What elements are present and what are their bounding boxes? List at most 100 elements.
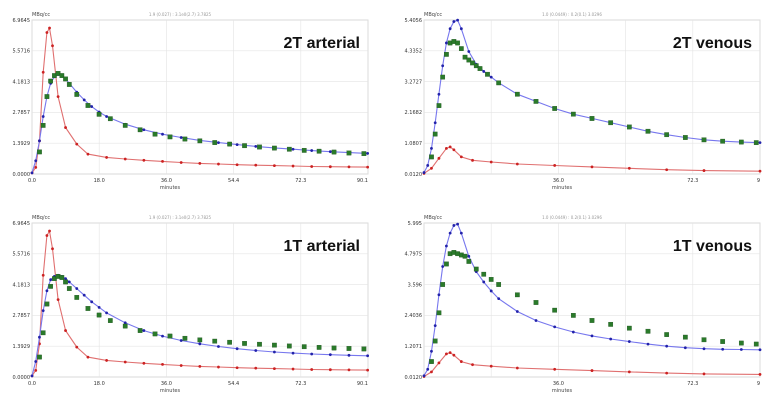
data-point — [366, 368, 370, 372]
data-point — [590, 165, 594, 169]
data-point — [514, 292, 520, 298]
data-point — [627, 370, 631, 374]
data-point — [96, 111, 102, 117]
data-point — [459, 360, 463, 363]
data-point — [482, 280, 486, 284]
data-point — [74, 92, 80, 97]
y-tick-label: 1.3929 — [13, 344, 31, 350]
data-point — [467, 254, 471, 258]
data-point — [161, 334, 164, 338]
data-point — [48, 283, 53, 289]
data-point — [242, 143, 247, 149]
data-point — [482, 70, 486, 73]
y-axis-label: MBq/cc — [424, 12, 442, 18]
data-point — [430, 166, 433, 170]
series-2 — [37, 274, 367, 360]
data-point — [608, 321, 614, 327]
data-point — [462, 253, 468, 259]
data-point — [161, 159, 164, 163]
data-point — [310, 149, 314, 152]
data-point — [664, 332, 670, 337]
data-point — [489, 75, 493, 79]
data-point — [38, 139, 41, 143]
data-point — [570, 111, 576, 117]
plot-header: 1.0 (0.0449) : 0.2(0.1) 3.0296 — [542, 215, 602, 220]
data-point — [440, 282, 446, 287]
data-point — [85, 103, 91, 108]
x-tick-label: 0.0 — [28, 381, 36, 387]
data-point — [738, 340, 744, 346]
data-point — [182, 335, 188, 341]
data-point — [56, 298, 60, 302]
data-point — [448, 231, 452, 235]
data-point — [142, 128, 146, 132]
data-point — [514, 91, 520, 97]
data-point — [682, 334, 688, 340]
x-tick-label: 90.1 — [357, 381, 368, 387]
data-point — [462, 54, 468, 60]
data-point — [445, 41, 448, 45]
data-point — [75, 345, 79, 349]
x-tick-label: 90.1 — [357, 178, 368, 184]
y-tick-label: 2.7857 — [13, 313, 31, 319]
data-point — [459, 231, 463, 235]
data-point — [609, 337, 613, 341]
data-point — [316, 148, 322, 154]
data-point — [316, 345, 322, 350]
data-point — [361, 346, 367, 352]
data-point — [161, 362, 164, 366]
data-point — [533, 99, 539, 104]
data-point — [347, 368, 351, 372]
y-tick-label: 4.3352 — [405, 49, 423, 55]
x-tick-label: 9 — [757, 381, 760, 387]
data-point — [331, 149, 337, 155]
data-point — [217, 141, 220, 145]
data-point — [123, 321, 127, 325]
data-point — [242, 341, 247, 346]
data-point — [328, 150, 332, 154]
data-point — [452, 148, 456, 152]
data-point — [753, 140, 759, 146]
data-point — [30, 374, 34, 378]
data-point — [347, 353, 351, 357]
x-tick-label: 36.0 — [161, 178, 172, 184]
series-line — [31, 274, 368, 377]
data-point — [437, 293, 441, 297]
data-point — [753, 341, 759, 347]
data-point — [534, 319, 538, 322]
y-tick-label: 2.1682 — [405, 110, 423, 116]
series-0 — [422, 351, 762, 378]
data-point — [227, 339, 232, 345]
data-point — [64, 329, 67, 332]
data-point — [198, 342, 202, 346]
chart-1t-venous: 0.0120 1.2071 2.4036 3.596 4.7975 5.995 36.0 72… — [405, 215, 762, 394]
data-point — [346, 150, 352, 156]
data-point — [430, 370, 433, 374]
data-point — [758, 169, 762, 173]
data-point — [489, 364, 493, 368]
data-point — [142, 361, 146, 365]
series-line — [31, 73, 368, 174]
data-point — [212, 140, 218, 145]
data-point — [152, 331, 158, 337]
data-point — [41, 115, 45, 118]
data-point — [448, 27, 452, 31]
x-tick-label: 54.4 — [228, 381, 239, 387]
data-point — [66, 286, 72, 291]
data-point — [198, 161, 202, 165]
y-tick-label: 5.4056 — [405, 18, 423, 24]
data-point — [212, 338, 218, 344]
data-point — [366, 165, 370, 169]
y-tick-label: 5.5716 — [13, 252, 31, 258]
data-point — [291, 367, 295, 371]
data-point — [430, 146, 433, 150]
data-point — [45, 234, 49, 237]
data-point — [291, 147, 295, 151]
data-point — [481, 271, 487, 277]
data-point — [301, 344, 307, 350]
data-point — [34, 165, 38, 169]
data-point — [122, 323, 128, 329]
data-point — [720, 339, 726, 344]
data-point — [444, 51, 449, 57]
y-tick-label: 0.0120 — [405, 172, 423, 178]
